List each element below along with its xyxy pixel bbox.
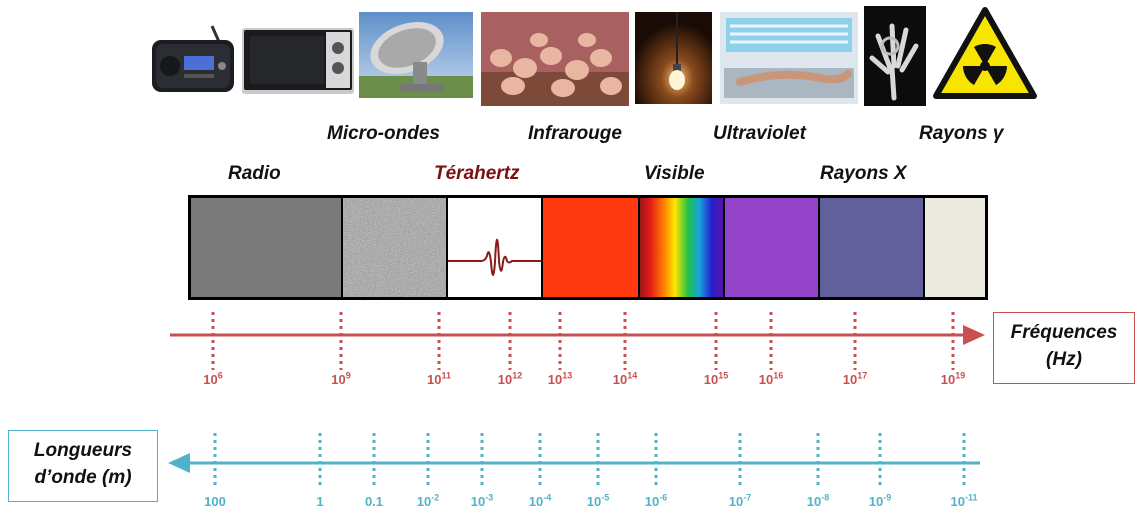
wavelength-tick-label: 10-2 (416, 492, 440, 509)
ultraviolet-segment (723, 198, 818, 297)
spectrum-bar (188, 195, 988, 300)
frequency-tick-label: 1012 (497, 370, 523, 387)
ultraviolet-label: Ultraviolet (713, 123, 806, 144)
wavelength-tick-label: 10-8 (806, 492, 830, 509)
radiation-warning-sign-icon (932, 6, 1038, 102)
wavelength-tick-label: 10-9 (868, 492, 892, 509)
wavelength-axis (168, 433, 980, 485)
terahertz-pulse (448, 238, 541, 276)
wavelength-tick-label: 10-7 (728, 492, 752, 509)
x-rays-label: Rayons X (820, 163, 907, 184)
wavelength-title-line2: d’onde (m) (34, 467, 132, 488)
gamma-segment (923, 198, 985, 297)
gamma-rays-label: Rayons γ (919, 123, 1004, 144)
wavelength-tick-label: 10-11 (950, 492, 978, 509)
wavelength-tick-label: 10-3 (470, 492, 494, 509)
infrared-heat-lamp-chicks-icon (481, 12, 629, 106)
microwave-label: Micro-ondes (327, 123, 440, 144)
radio-set-icon (150, 22, 236, 94)
frequency-tick-label: 106 (203, 370, 223, 387)
frequency-title-line2: (Hz) (1046, 349, 1082, 370)
frequency-tick-label: 1019 (940, 370, 966, 387)
light-bulb-icon (635, 12, 712, 104)
frequency-tick-label: 1014 (612, 370, 638, 387)
radio-label: Radio (228, 163, 281, 184)
visible-segment (638, 198, 723, 297)
wavelength-axis-title: Longueurs d’onde (m) (8, 430, 158, 502)
x-ray-hand-icon (864, 6, 926, 106)
microwave-oven-icon (240, 22, 356, 96)
frequency-tick-label: 1015 (703, 370, 729, 387)
terahertz-segment (446, 198, 541, 297)
x-ray-segment (818, 198, 923, 297)
infrared-label: Infrarouge (528, 123, 622, 144)
wavelength-title-line1: Longueurs (33, 440, 133, 461)
radio-segment (191, 198, 341, 297)
tanning-bed-icon (720, 12, 858, 104)
frequency-tick-label: 1017 (842, 370, 868, 387)
wavelength-tick-label: 0.1 (364, 494, 384, 509)
frequency-axis-title: Fréquences (Hz) (993, 312, 1135, 384)
frequency-tick-label: 1016 (758, 370, 784, 387)
frequency-tick-label: 1013 (547, 370, 573, 387)
microwave-segment (341, 198, 446, 297)
frequency-tick-label: 1011 (427, 370, 451, 387)
wavelength-tick-label: 1 (316, 494, 324, 509)
infrared-segment (541, 198, 638, 297)
frequency-title-line1: Fréquences (1010, 322, 1118, 343)
wavelength-tick-label: 10-6 (644, 492, 668, 509)
wavelength-tick-label: 100 (204, 494, 226, 509)
wavelength-tick-label: 10-5 (586, 492, 610, 509)
visible-label: Visible (644, 163, 705, 184)
frequency-tick-label: 109 (331, 370, 351, 387)
wavelength-tick-label: 10-4 (528, 492, 552, 509)
terahertz-label: Térahertz (434, 163, 520, 184)
radio-telescope-dish-icon (359, 12, 473, 98)
frequency-axis (170, 312, 985, 370)
